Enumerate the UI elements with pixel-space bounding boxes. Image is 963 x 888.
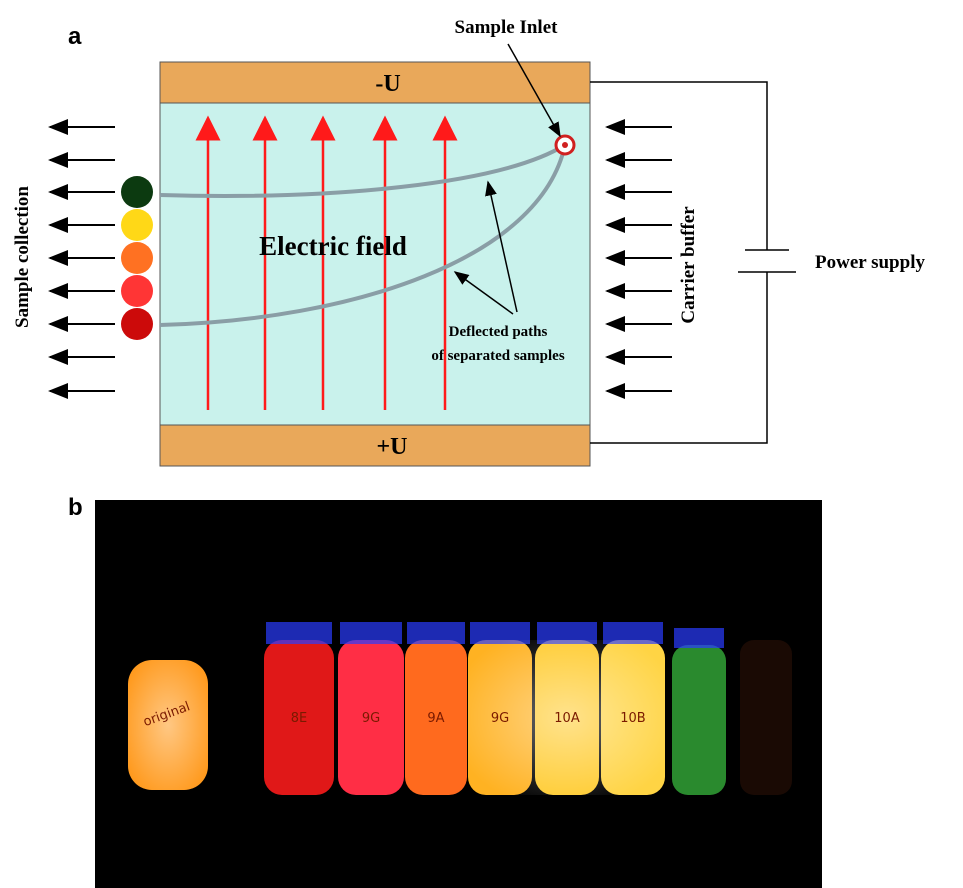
vial-label: 9A	[427, 711, 444, 726]
electrode	[159, 424, 591, 467]
vial-label: 9G	[362, 711, 380, 726]
field-label: Electric field	[259, 231, 407, 261]
side-label: Carrier buffer	[678, 206, 699, 324]
pointer	[507, 43, 561, 138]
vial-label: 10B	[620, 711, 645, 726]
annotation: of separated samples	[431, 348, 564, 364]
power-label: Power supply	[815, 252, 925, 273]
vial-label: 10A	[554, 711, 580, 726]
vials	[128, 622, 792, 795]
side-label: Sample collection	[12, 186, 33, 328]
pointer	[485, 180, 518, 313]
panel-label: a	[68, 23, 82, 50]
annotation: Deflected paths	[449, 324, 548, 340]
vial-label: 8E	[291, 711, 308, 726]
chamber	[159, 102, 591, 426]
electrode-label: -U	[375, 71, 400, 97]
sample-paths	[159, 143, 567, 327]
field-arrows	[195, 115, 458, 410]
electrode	[159, 61, 591, 104]
collected-samples	[121, 176, 153, 340]
circuit	[590, 81, 796, 444]
panel-label: b	[68, 494, 83, 521]
electrode-label: +U	[376, 434, 407, 460]
inlet-dot	[562, 142, 568, 148]
annotation: Sample Inlet	[455, 17, 559, 38]
buffer-arrows	[48, 119, 672, 399]
pointer	[453, 271, 514, 315]
vial-label: 9G	[491, 711, 509, 726]
